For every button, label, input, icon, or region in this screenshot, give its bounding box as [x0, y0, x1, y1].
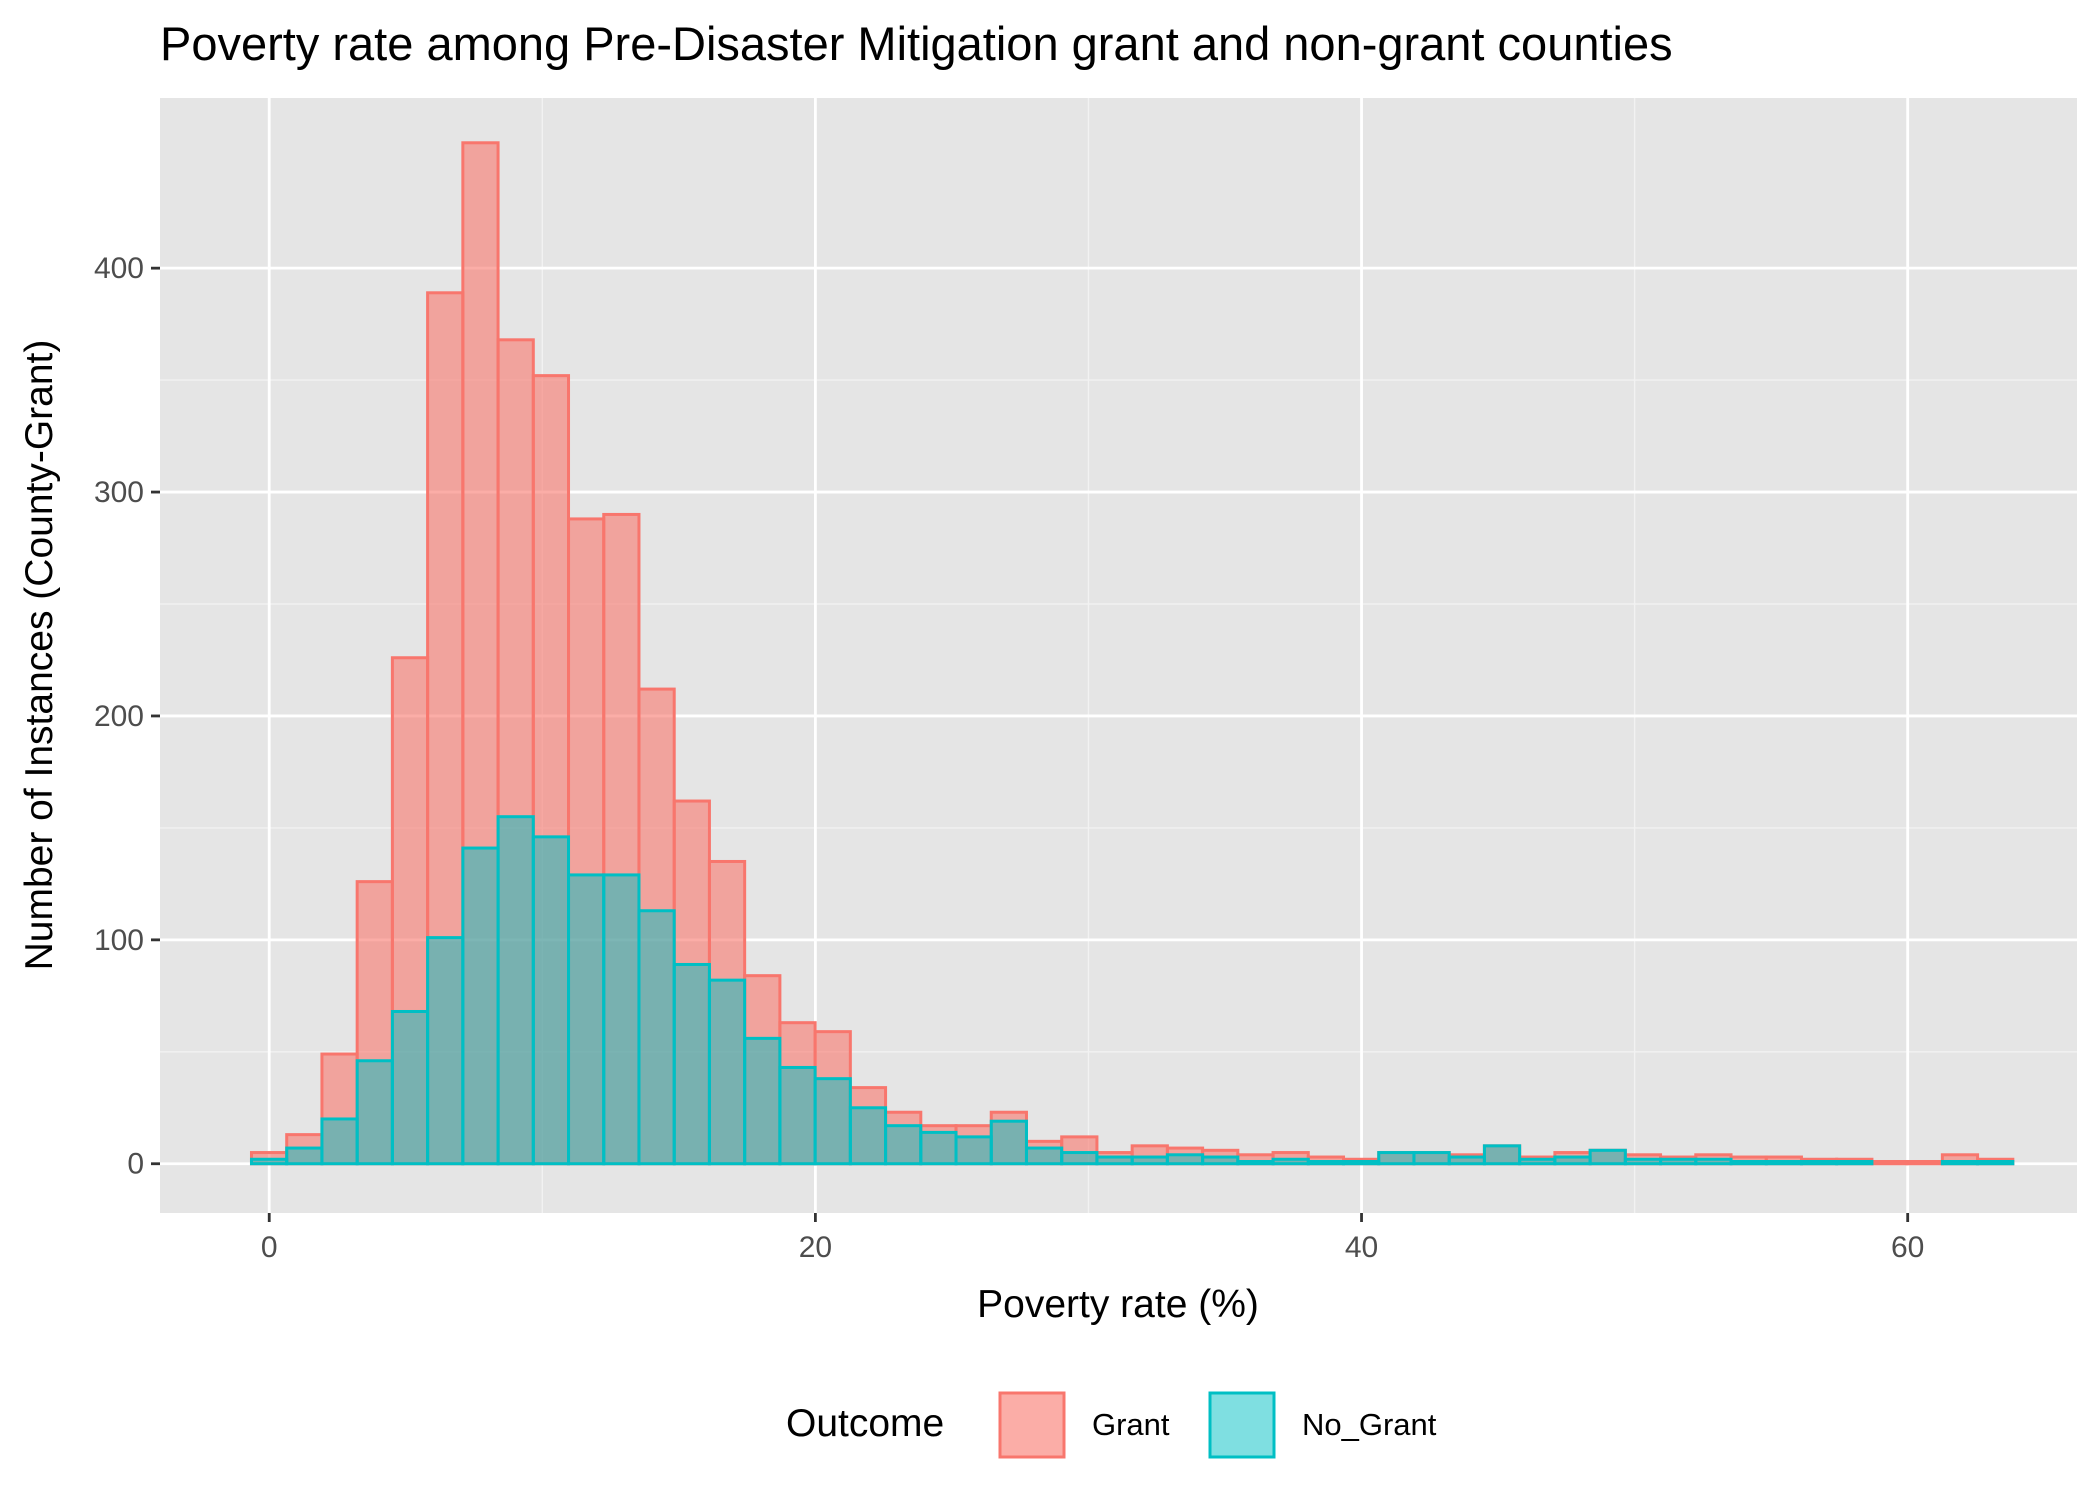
bar-no-grant: [1588, 1148, 1627, 1166]
bar-no-grant: [1377, 1151, 1416, 1166]
bar-no-grant: [1518, 1157, 1557, 1166]
bar-no-grant: [285, 1146, 324, 1166]
bar-no-grant: [1271, 1157, 1310, 1166]
y-tick-label: 400: [94, 252, 144, 285]
bar-no-grant: [1940, 1160, 1980, 1166]
bar-no-grant: [1060, 1151, 1099, 1166]
bar-no-grant: [426, 936, 465, 1166]
bar-no-grant: [1623, 1157, 1663, 1166]
bar-no-grant: [1799, 1160, 1839, 1166]
legend-label-grant: Grant: [1092, 1407, 1170, 1442]
bar-no-grant: [919, 1130, 958, 1166]
bar-no-grant: [1412, 1151, 1451, 1166]
x-axis-title: Poverty rate (%): [977, 1283, 1259, 1326]
bar-no-grant: [461, 846, 500, 1166]
axes: 0 20 40 60 0 100 200 300 400: [94, 252, 1924, 1264]
bar-no-grant: [637, 909, 676, 1166]
bar-no-grant: [1694, 1157, 1733, 1166]
x-tick-label: 20: [799, 1231, 832, 1264]
legend: Outcome Grant No_Grant: [786, 1391, 1437, 1459]
legend-key-no-grant: [1208, 1391, 1276, 1459]
x-tick-label: 60: [1891, 1231, 1924, 1264]
bar-no-grant: [884, 1124, 923, 1166]
bar-no-grant: [1482, 1144, 1522, 1166]
series-no-grant: [249, 815, 2015, 1166]
bar-no-grant: [390, 1009, 430, 1166]
y-tick-label: 300: [94, 476, 144, 509]
y-axis-title: Number of Instances (County-Grant): [18, 340, 61, 971]
y-tick-label: 100: [94, 924, 144, 957]
bar-no-grant: [320, 1117, 359, 1166]
bar-no-grant: [1165, 1153, 1205, 1166]
bar-grant: [1870, 1160, 1909, 1166]
bar-no-grant: [672, 962, 711, 1166]
legend-title: Outcome: [786, 1402, 944, 1445]
bar-no-grant: [1764, 1160, 1803, 1166]
bar-no-grant: [1130, 1155, 1169, 1166]
bar-no-grant: [989, 1119, 1028, 1166]
bar-no-grant: [778, 1065, 817, 1166]
bar-no-grant: [1835, 1160, 1874, 1166]
bar-no-grant: [813, 1077, 852, 1166]
bar-no-grant: [1342, 1160, 1381, 1166]
bar-no-grant: [954, 1135, 993, 1166]
x-tick-label: 40: [1345, 1231, 1378, 1264]
bar-no-grant: [496, 815, 535, 1166]
y-tick-label: 200: [94, 700, 144, 733]
bar-no-grant: [1447, 1155, 1486, 1166]
bar-no-grant: [848, 1106, 888, 1166]
bar-no-grant: [1976, 1160, 2015, 1166]
bar-no-grant: [1306, 1160, 1346, 1166]
bar-no-grant: [743, 1036, 782, 1166]
legend-key-grant: [998, 1391, 1066, 1459]
y-tick-label: 0: [127, 1148, 144, 1181]
bar-no-grant: [355, 1059, 394, 1166]
bar-no-grant: [602, 873, 641, 1166]
bar-no-grant: [1236, 1160, 1275, 1166]
bar-no-grant: [1095, 1155, 1134, 1166]
bar-no-grant: [707, 978, 747, 1166]
bar-no-grant: [1024, 1146, 1064, 1166]
bar-no-grant: [249, 1157, 289, 1166]
legend-label-no-grant: No_Grant: [1302, 1407, 1437, 1442]
histogram-bars: [249, 141, 2015, 1166]
bar-no-grant: [1729, 1160, 1768, 1166]
bar-no-grant: [531, 835, 571, 1166]
bar-no-grant: [1201, 1155, 1240, 1166]
bar-grant: [1905, 1160, 1944, 1166]
chart-title: Poverty rate among Pre-Disaster Mitigati…: [160, 17, 1673, 70]
bar-no-grant: [1553, 1155, 1592, 1166]
x-tick-label: 0: [261, 1231, 278, 1264]
bar-no-grant: [567, 873, 606, 1166]
bar-no-grant: [1659, 1157, 1698, 1166]
